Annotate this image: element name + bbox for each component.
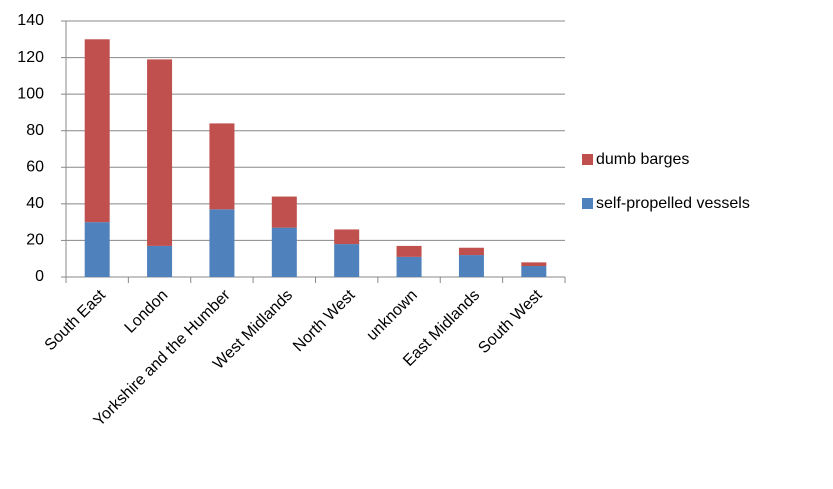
y-tick-label: 60 [26,159,44,176]
bar-segment [84,39,110,223]
y-tick-label: 0 [35,268,44,285]
bar-segment [334,229,360,245]
y-tick-label: 140 [17,12,44,29]
bar-segment [271,196,297,228]
bar-segment [209,123,235,210]
x-tick-label: London [122,287,172,337]
x-tick-label: unknown [364,287,421,344]
y-tick-label: 20 [26,232,44,249]
bar-segment [458,255,484,277]
bar-segment [396,245,422,257]
legend-label: dumb barges [596,151,689,168]
y-tick-label: 120 [17,49,44,66]
bar-segment [147,59,173,246]
y-tick-label: 80 [26,122,44,139]
legend-label: self-propelled vessels [596,195,750,212]
bar-segment [334,244,360,277]
legend-swatch [582,198,593,209]
x-tick-label: South East [42,286,110,354]
bar-segment [147,245,173,277]
x-tick-label: South West [475,286,546,357]
bar-segment [271,227,297,277]
bar-segment [458,247,484,256]
bar-segment [396,256,422,277]
bar-segment [521,262,547,267]
x-tick-label: North West [290,286,359,355]
y-tick-label: 100 [17,85,44,102]
bar-segment [521,266,547,277]
y-tick-label: 40 [26,195,44,212]
bar-segment [84,222,110,277]
legend-swatch [582,154,593,165]
bar-segment [209,209,235,277]
